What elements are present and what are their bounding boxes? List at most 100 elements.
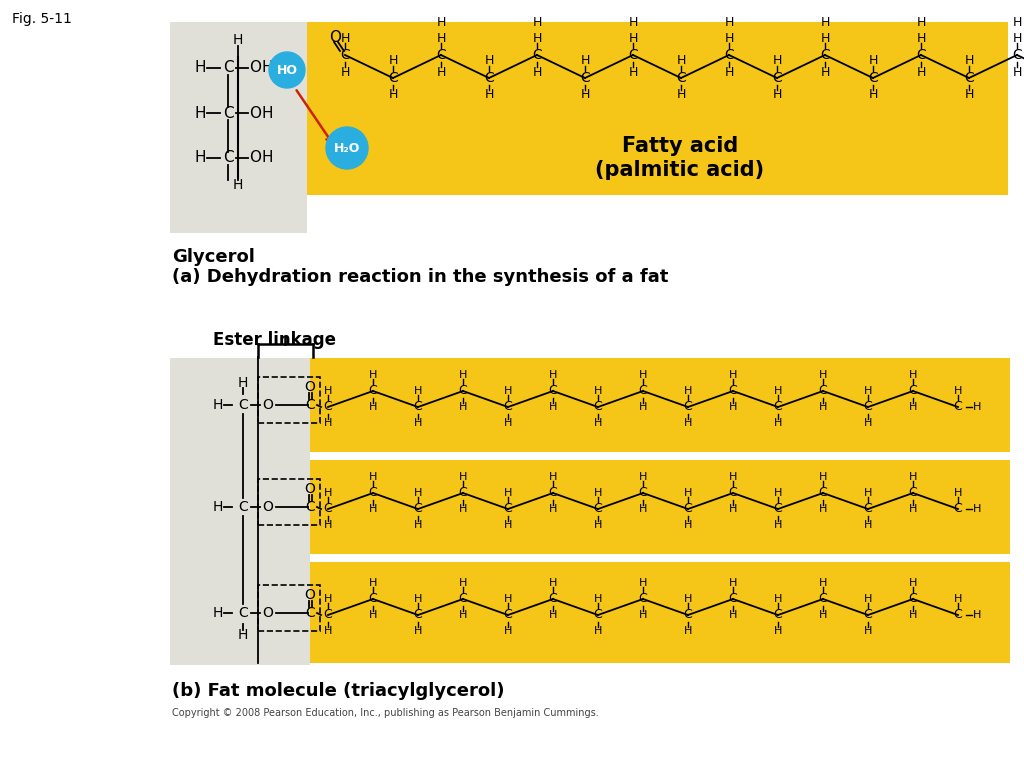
Text: H: H [549, 370, 557, 380]
Text: H: H [774, 594, 782, 604]
Text: H: H [953, 594, 963, 604]
Text: H: H [369, 504, 377, 514]
Bar [258, 479, 319, 525]
Text: H: H [195, 151, 206, 165]
Text: H: H [594, 418, 602, 428]
Text: O: O [262, 398, 273, 412]
Text: H: H [953, 386, 963, 396]
Text: H: H [909, 370, 918, 380]
Bar [310, 358, 1010, 452]
Text: H: H [594, 386, 602, 396]
Text: H: H [459, 370, 467, 380]
Text: H: H [684, 594, 692, 604]
Text: H: H [484, 88, 494, 101]
Text: H: H [1013, 31, 1022, 45]
Text: C: C [818, 592, 827, 605]
Circle shape [326, 127, 368, 169]
Text: H: H [532, 65, 542, 78]
Text: H: H [629, 65, 638, 78]
Text: H: H [261, 61, 272, 75]
Text: H: H [484, 55, 494, 68]
Text: H: H [213, 398, 223, 412]
Text: H: H [973, 610, 981, 620]
Text: H: H [594, 520, 602, 530]
Text: C: C [414, 400, 422, 413]
Text: H: H [864, 520, 872, 530]
Text: O: O [304, 482, 315, 496]
Text: O: O [329, 29, 341, 45]
Text: H: H [973, 402, 981, 412]
Text: H: H [965, 88, 974, 101]
Text: C: C [324, 400, 333, 413]
Text: C: C [1012, 48, 1022, 62]
Text: C: C [684, 608, 692, 621]
Circle shape [269, 52, 305, 88]
Text: C: C [908, 486, 918, 499]
Bar [258, 585, 319, 631]
Text: H: H [549, 402, 557, 412]
Text: H: H [369, 370, 377, 380]
Text: C: C [239, 500, 248, 514]
Text: C: C [504, 608, 512, 621]
Text: H: H [819, 472, 827, 482]
Text: C: C [729, 486, 737, 499]
Text: H: H [916, 65, 926, 78]
Text: H: H [459, 610, 467, 620]
Text: Copyright © 2008 Pearson Education, Inc., publishing as Pearson Benjamin Cumming: Copyright © 2008 Pearson Education, Inc.… [172, 708, 599, 718]
Text: C: C [639, 486, 647, 499]
Text: H: H [820, 31, 829, 45]
Text: H: H [724, 15, 733, 28]
Text: C: C [504, 502, 512, 515]
Text: C: C [908, 592, 918, 605]
Text: H: H [639, 578, 647, 588]
Text: C: C [369, 385, 378, 398]
Text: H: H [909, 610, 918, 620]
Text: (b) Fat molecule (triacylglycerol): (b) Fat molecule (triacylglycerol) [172, 682, 505, 700]
Text: H: H [864, 594, 872, 604]
Text: C: C [773, 502, 782, 515]
Text: H: H [414, 626, 422, 636]
Text: H: H [819, 504, 827, 514]
Text: H: H [504, 488, 512, 498]
Text: C: C [868, 71, 878, 85]
Text: H: H [369, 578, 377, 588]
Bar [170, 358, 310, 665]
Text: C: C [549, 486, 557, 499]
Text: C: C [684, 400, 692, 413]
Text: C: C [724, 48, 734, 62]
Text: H: H [909, 578, 918, 588]
Text: H: H [504, 594, 512, 604]
Text: C: C [239, 398, 248, 412]
Text: Glycerol: Glycerol [172, 248, 255, 266]
Text: H: H [639, 370, 647, 380]
Text: Fatty acid
(palmitic acid): Fatty acid (palmitic acid) [595, 137, 765, 180]
Text: H: H [772, 88, 781, 101]
Text: C: C [863, 608, 872, 621]
Text: C: C [772, 71, 782, 85]
Text: C: C [953, 502, 963, 515]
Text: C: C [639, 385, 647, 398]
Text: C: C [369, 486, 378, 499]
Text: C: C [549, 385, 557, 398]
Text: C: C [305, 606, 314, 620]
Text: H: H [436, 31, 445, 45]
Text: H: H [324, 418, 332, 428]
Text: H: H [504, 386, 512, 396]
Text: H: H [549, 610, 557, 620]
Text: H: H [772, 55, 781, 68]
Text: H: H [819, 610, 827, 620]
Text: H: H [324, 488, 332, 498]
Text: H: H [459, 472, 467, 482]
Text: H: H [232, 33, 243, 47]
Text: C: C [820, 48, 829, 62]
Text: H: H [729, 472, 737, 482]
Text: H: H [232, 178, 243, 192]
Text: C: C [388, 71, 398, 85]
Text: H: H [504, 418, 512, 428]
Text: H: H [388, 88, 397, 101]
Text: H: H [436, 65, 445, 78]
Text: H: H [459, 504, 467, 514]
Text: H: H [909, 504, 918, 514]
Text: H: H [594, 626, 602, 636]
Text: H: H [414, 594, 422, 604]
